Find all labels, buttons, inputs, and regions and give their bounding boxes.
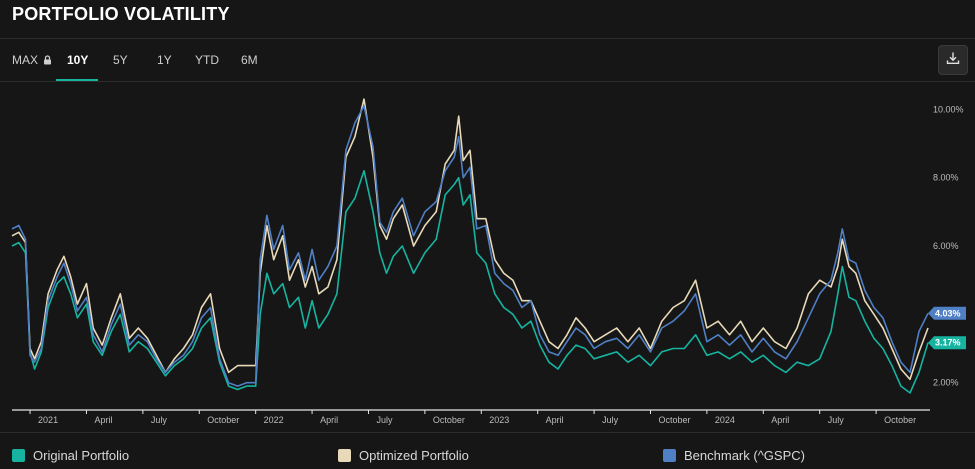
legend-label-benchmark: Benchmark (^GSPC) bbox=[684, 447, 805, 463]
tab-ytd[interactable]: YTD bbox=[195, 53, 219, 67]
legend-swatch-optimized bbox=[338, 448, 351, 462]
legend-swatch-original bbox=[12, 448, 25, 462]
y-tick-label: 2.00% bbox=[933, 378, 959, 388]
x-tick-label: 2022 bbox=[264, 415, 284, 425]
y-tick-label: 6.00% bbox=[933, 241, 959, 251]
series-line-original-portfolio bbox=[11, 170, 929, 394]
legend-swatch-benchmark bbox=[663, 448, 676, 462]
y-tick-labels: 10.00% 8.00% 6.00% 2.00% bbox=[933, 104, 964, 387]
x-tick-label: 2021 bbox=[38, 415, 58, 425]
x-tick-label: July bbox=[151, 415, 168, 425]
end-label-benchmark: 4.03% bbox=[928, 306, 966, 320]
end-label-original: 3.17% bbox=[928, 336, 966, 350]
tabs-divider bbox=[0, 81, 975, 82]
x-tick-label: July bbox=[602, 415, 619, 425]
y-tick-label: 8.00% bbox=[933, 173, 959, 183]
tab-6m[interactable]: 6M bbox=[241, 53, 258, 67]
active-tab-indicator bbox=[56, 79, 98, 81]
end-label-badge-benchmark bbox=[928, 306, 966, 320]
download-button[interactable] bbox=[938, 45, 968, 75]
x-tick-label: April bbox=[94, 415, 112, 425]
legend-label-original: Original Portfolio bbox=[33, 447, 130, 463]
legend-benchmark[interactable]: Benchmark (^GSPC) bbox=[663, 447, 805, 463]
legend-optimized[interactable]: Optimized Portfolio bbox=[338, 447, 469, 463]
tab-max-label: MAX bbox=[12, 53, 39, 67]
x-tick-label: October bbox=[433, 415, 465, 425]
range-tabs: MAX 10Y 5Y 1Y YTD 6M bbox=[0, 39, 975, 81]
x-tick-label: October bbox=[884, 415, 916, 425]
header-divider bbox=[0, 38, 975, 39]
x-tick-label: 2024 bbox=[715, 415, 735, 425]
download-icon bbox=[946, 51, 960, 70]
series-line-benchmark-gspc bbox=[11, 105, 929, 387]
legend-original[interactable]: Original Portfolio bbox=[12, 447, 129, 463]
x-tick-label: July bbox=[376, 415, 393, 425]
y-tick-label: 10.00% bbox=[933, 104, 964, 114]
tab-max[interactable]: MAX bbox=[12, 39, 52, 81]
end-label-badge-original bbox=[928, 336, 966, 350]
series-line-optimized-portfolio bbox=[11, 98, 929, 381]
x-tick-label: October bbox=[207, 415, 239, 425]
x-tick-label: July bbox=[828, 415, 845, 425]
x-tick-labels: 2021 April July October 2022 April July October… bbox=[29, 410, 916, 425]
tab-5y[interactable]: 5Y bbox=[113, 53, 128, 67]
volatility-chart: 2021 April July October 2022 April July October… bbox=[11, 98, 966, 425]
x-tick-label: 2023 bbox=[489, 415, 509, 425]
end-labels: 4.03% 3.17% bbox=[928, 306, 966, 350]
series-layer bbox=[11, 98, 929, 394]
tab-1y[interactable]: 1Y bbox=[157, 53, 172, 67]
legend-label-optimized: Optimized Portfolio bbox=[359, 447, 469, 463]
end-label-text-original: 3.17% bbox=[935, 338, 961, 348]
x-tick-label: April bbox=[320, 415, 338, 425]
x-tick-label: April bbox=[771, 415, 789, 425]
page-title: PORTFOLIO VOLATILITY bbox=[12, 4, 230, 24]
x-tick-label: April bbox=[546, 415, 564, 425]
x-tick-label: October bbox=[658, 415, 690, 425]
legend-divider bbox=[0, 432, 975, 433]
tab-10y[interactable]: 10Y bbox=[67, 53, 89, 67]
end-label-text-benchmark: 4.03% bbox=[935, 308, 961, 318]
lock-icon bbox=[43, 40, 52, 82]
